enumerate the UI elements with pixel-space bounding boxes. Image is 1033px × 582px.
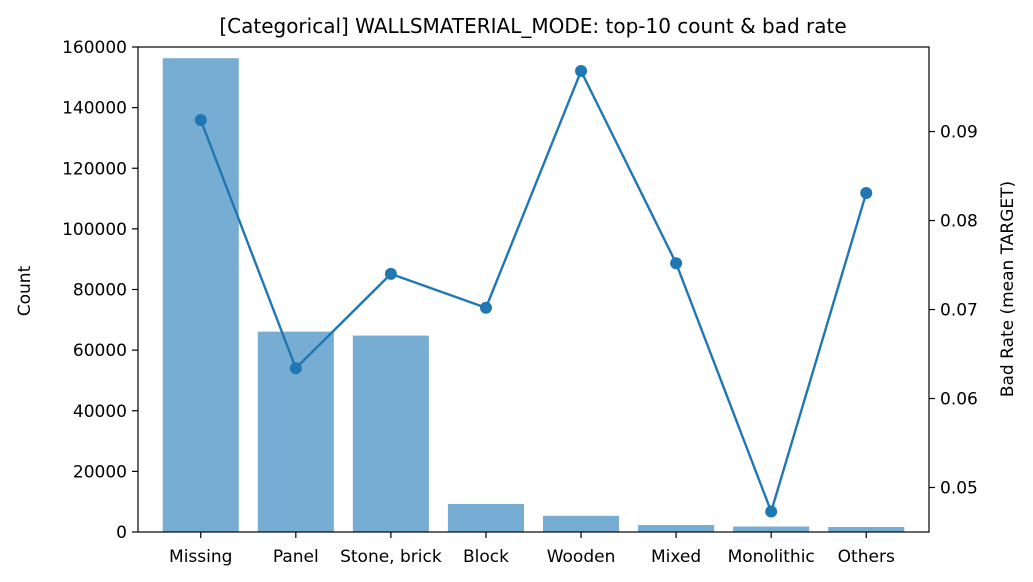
bar <box>447 503 524 532</box>
y-tick-label: 80000 <box>73 281 127 301</box>
bar <box>162 58 239 532</box>
x-tick-label: Wooden <box>547 547 616 567</box>
y2-tick-label: 0.05 <box>940 479 978 499</box>
x-tick-label: Monolithic <box>728 547 815 567</box>
line-point <box>860 186 873 199</box>
y2-tick-label: 0.06 <box>940 390 978 410</box>
x-tick-label: Mixed <box>651 547 701 567</box>
line-series <box>199 68 868 516</box>
bar <box>828 526 905 532</box>
y-tick-label: 140000 <box>62 99 127 119</box>
bar <box>638 525 715 532</box>
bar <box>733 526 810 532</box>
y2-tick-label: 0.09 <box>940 123 978 143</box>
x-tick-label: Panel <box>273 547 319 567</box>
y-tick-label: 100000 <box>62 220 127 240</box>
plot-frame <box>137 46 930 533</box>
x-tick-label: Others <box>838 547 895 567</box>
bar <box>543 515 620 532</box>
y-tick-label: 60000 <box>73 341 127 361</box>
line-point <box>194 113 207 126</box>
line-group <box>194 65 873 518</box>
y-tick-label: 40000 <box>73 402 127 422</box>
x-tick-label: Stone, brick <box>340 547 442 567</box>
y2-tick-label: 0.07 <box>940 301 978 321</box>
y2-axis-title: Bad Rate (mean TARGET) <box>998 181 1018 397</box>
chart-title: [Categorical] WALLSMATERIAL_MODE: top-10… <box>219 14 846 38</box>
line-point <box>479 301 492 314</box>
line-point <box>575 65 588 78</box>
x-tick-label: Missing <box>169 547 232 567</box>
line-point <box>384 267 397 280</box>
y-tick-label: 0 <box>116 523 127 543</box>
left-axis: 0 20000 40000 60000 80000 100000 120000 140000 1… <box>62 38 138 543</box>
y2-tick-label: 0.08 <box>940 212 978 232</box>
line-point <box>670 257 683 270</box>
right-axis: 0.05 0.06 0.07 0.08 0.09 <box>929 123 978 499</box>
line-point <box>289 362 302 375</box>
y-axis-title: Count <box>15 265 35 316</box>
bar <box>352 335 429 532</box>
x-axis: Missing Panel Stone, brick Block Wooden Mixed… <box>169 532 895 567</box>
bar-group <box>162 58 905 532</box>
x-tick-label: Block <box>463 547 509 567</box>
y-tick-label: 160000 <box>62 38 127 58</box>
bar <box>257 331 334 532</box>
line-point <box>765 505 778 518</box>
y-tick-label: 120000 <box>62 159 127 179</box>
y-tick-label: 20000 <box>73 462 127 482</box>
